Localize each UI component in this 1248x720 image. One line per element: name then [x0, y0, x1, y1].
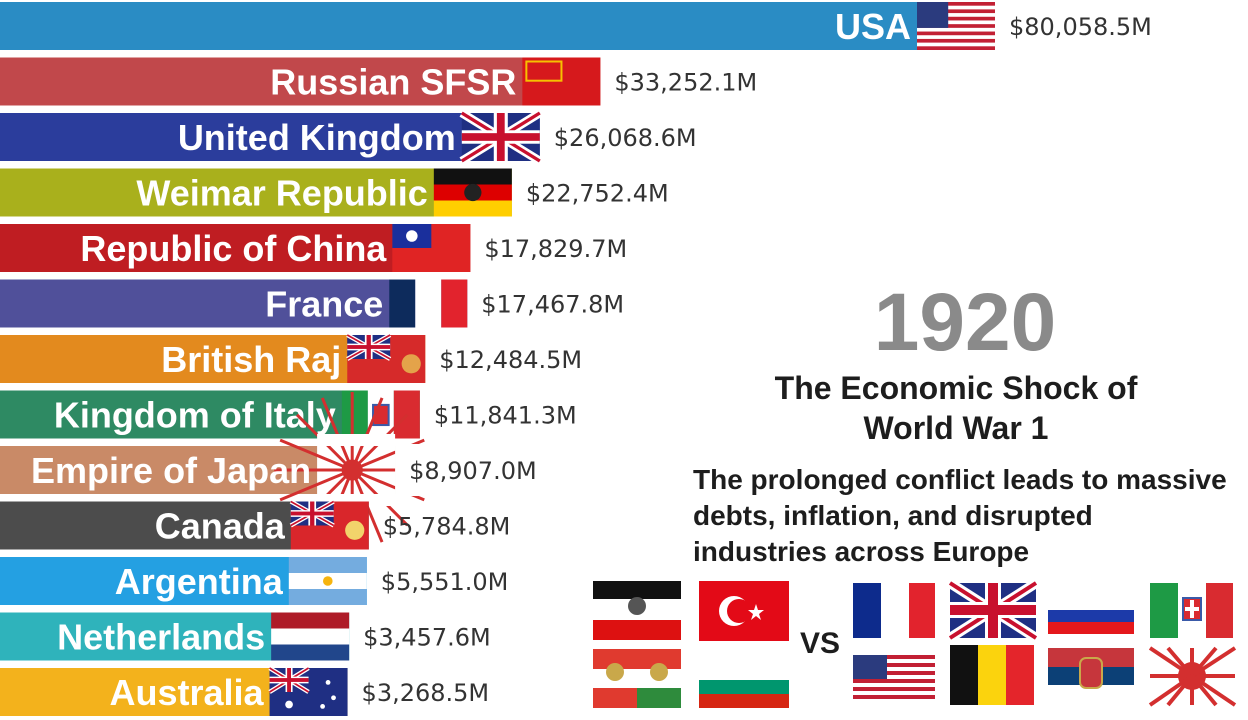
- bar-value-label: $33,252.1M: [614, 69, 757, 97]
- france-flag-icon: [389, 279, 468, 328]
- bar-value-label: $5,784.8M: [383, 513, 511, 541]
- bar-category-label: United Kingdom: [178, 117, 456, 158]
- bar-category-label: Argentina: [115, 561, 284, 602]
- bar-value-label: $22,752.4M: [526, 180, 669, 208]
- usa-flag-icon: [917, 2, 995, 50]
- bar-category-label: British Raj: [161, 339, 341, 380]
- bar: [0, 168, 512, 217]
- bar-row: USA $80,058.5M: [0, 2, 1152, 50]
- russian-sfsr-flag-icon: [522, 57, 601, 106]
- bar-row: British Raj $12,484.5M: [0, 333, 582, 383]
- year-label: 1920: [873, 277, 1057, 368]
- bar-value-label: $26,068.6M: [554, 124, 697, 152]
- bar-row: Empire of Japan $8,907.0M: [0, 392, 537, 548]
- united-kingdom-flag-icon: [459, 109, 543, 165]
- bar-category-label: France: [265, 284, 383, 325]
- bar-value-label: $8,907.0M: [409, 457, 537, 485]
- bar-row: United Kingdom $26,068.6M: [0, 109, 697, 165]
- bar: [0, 113, 540, 161]
- subtext: The prolonged conflict leads to massive …: [693, 464, 1227, 567]
- bar-category-label: Republic of China: [80, 228, 387, 269]
- bar-value-label: $17,467.8M: [481, 291, 624, 319]
- bar-value-label: $12,484.5M: [439, 346, 582, 374]
- weimar-republic-flag-icon: [433, 168, 512, 217]
- bar: [0, 224, 471, 272]
- bar-category-label: Netherlands: [57, 617, 265, 658]
- argentina-flag-icon: [288, 557, 367, 605]
- bar-category-label: USA: [835, 6, 911, 47]
- bar-value-label: $17,829.7M: [484, 235, 627, 263]
- british-raj-flag-icon: [346, 333, 426, 383]
- empire-of-japan-flag-icon: [274, 392, 456, 548]
- netherlands-flag-icon: [271, 612, 350, 661]
- bar-row: Republic of China $17,829.7M: [0, 224, 627, 272]
- australia-flag-icon: [268, 666, 348, 716]
- kingdom-of-italy-flag-icon: [341, 390, 420, 439]
- canada-flag-icon: [289, 499, 369, 550]
- bar-category-label: Canada: [155, 506, 286, 547]
- bar-row: Netherlands $3,457.6M: [0, 612, 491, 661]
- bar-category-label: Kingdom of Italy: [54, 395, 336, 436]
- bar-row: Canada $5,784.8M: [0, 499, 511, 550]
- bar: [0, 2, 995, 50]
- bar-row: Weimar Republic $22,752.4M: [0, 168, 669, 217]
- bar-row: Russian SFSR $33,252.1M: [0, 57, 757, 106]
- bar-value-label: $5,551.0M: [381, 568, 509, 596]
- headline: The Economic Shock of World War 1: [774, 370, 1138, 446]
- bar: [0, 57, 601, 106]
- bar-row: Australia $3,268.5M: [0, 666, 490, 716]
- bar-row: Argentina $5,551.0M: [0, 557, 508, 605]
- bar-category-label: Weimar Republic: [136, 173, 427, 214]
- bar-category-label: Australia: [109, 672, 264, 713]
- republic-of-china-flag-icon: [392, 224, 471, 272]
- bar-value-label: $3,457.6M: [363, 624, 491, 652]
- bar-value-label: $11,841.3M: [434, 402, 577, 430]
- bar-value-label: $3,268.5M: [362, 679, 490, 707]
- bar-category-label: Empire of Japan: [31, 450, 311, 491]
- bar-row: France $17,467.8M: [0, 279, 624, 328]
- bar-row: Kingdom of Italy $11,841.3M: [0, 390, 577, 439]
- bar-category-label: Russian SFSR: [270, 62, 516, 103]
- bar-value-label: $80,058.5M: [1009, 13, 1152, 41]
